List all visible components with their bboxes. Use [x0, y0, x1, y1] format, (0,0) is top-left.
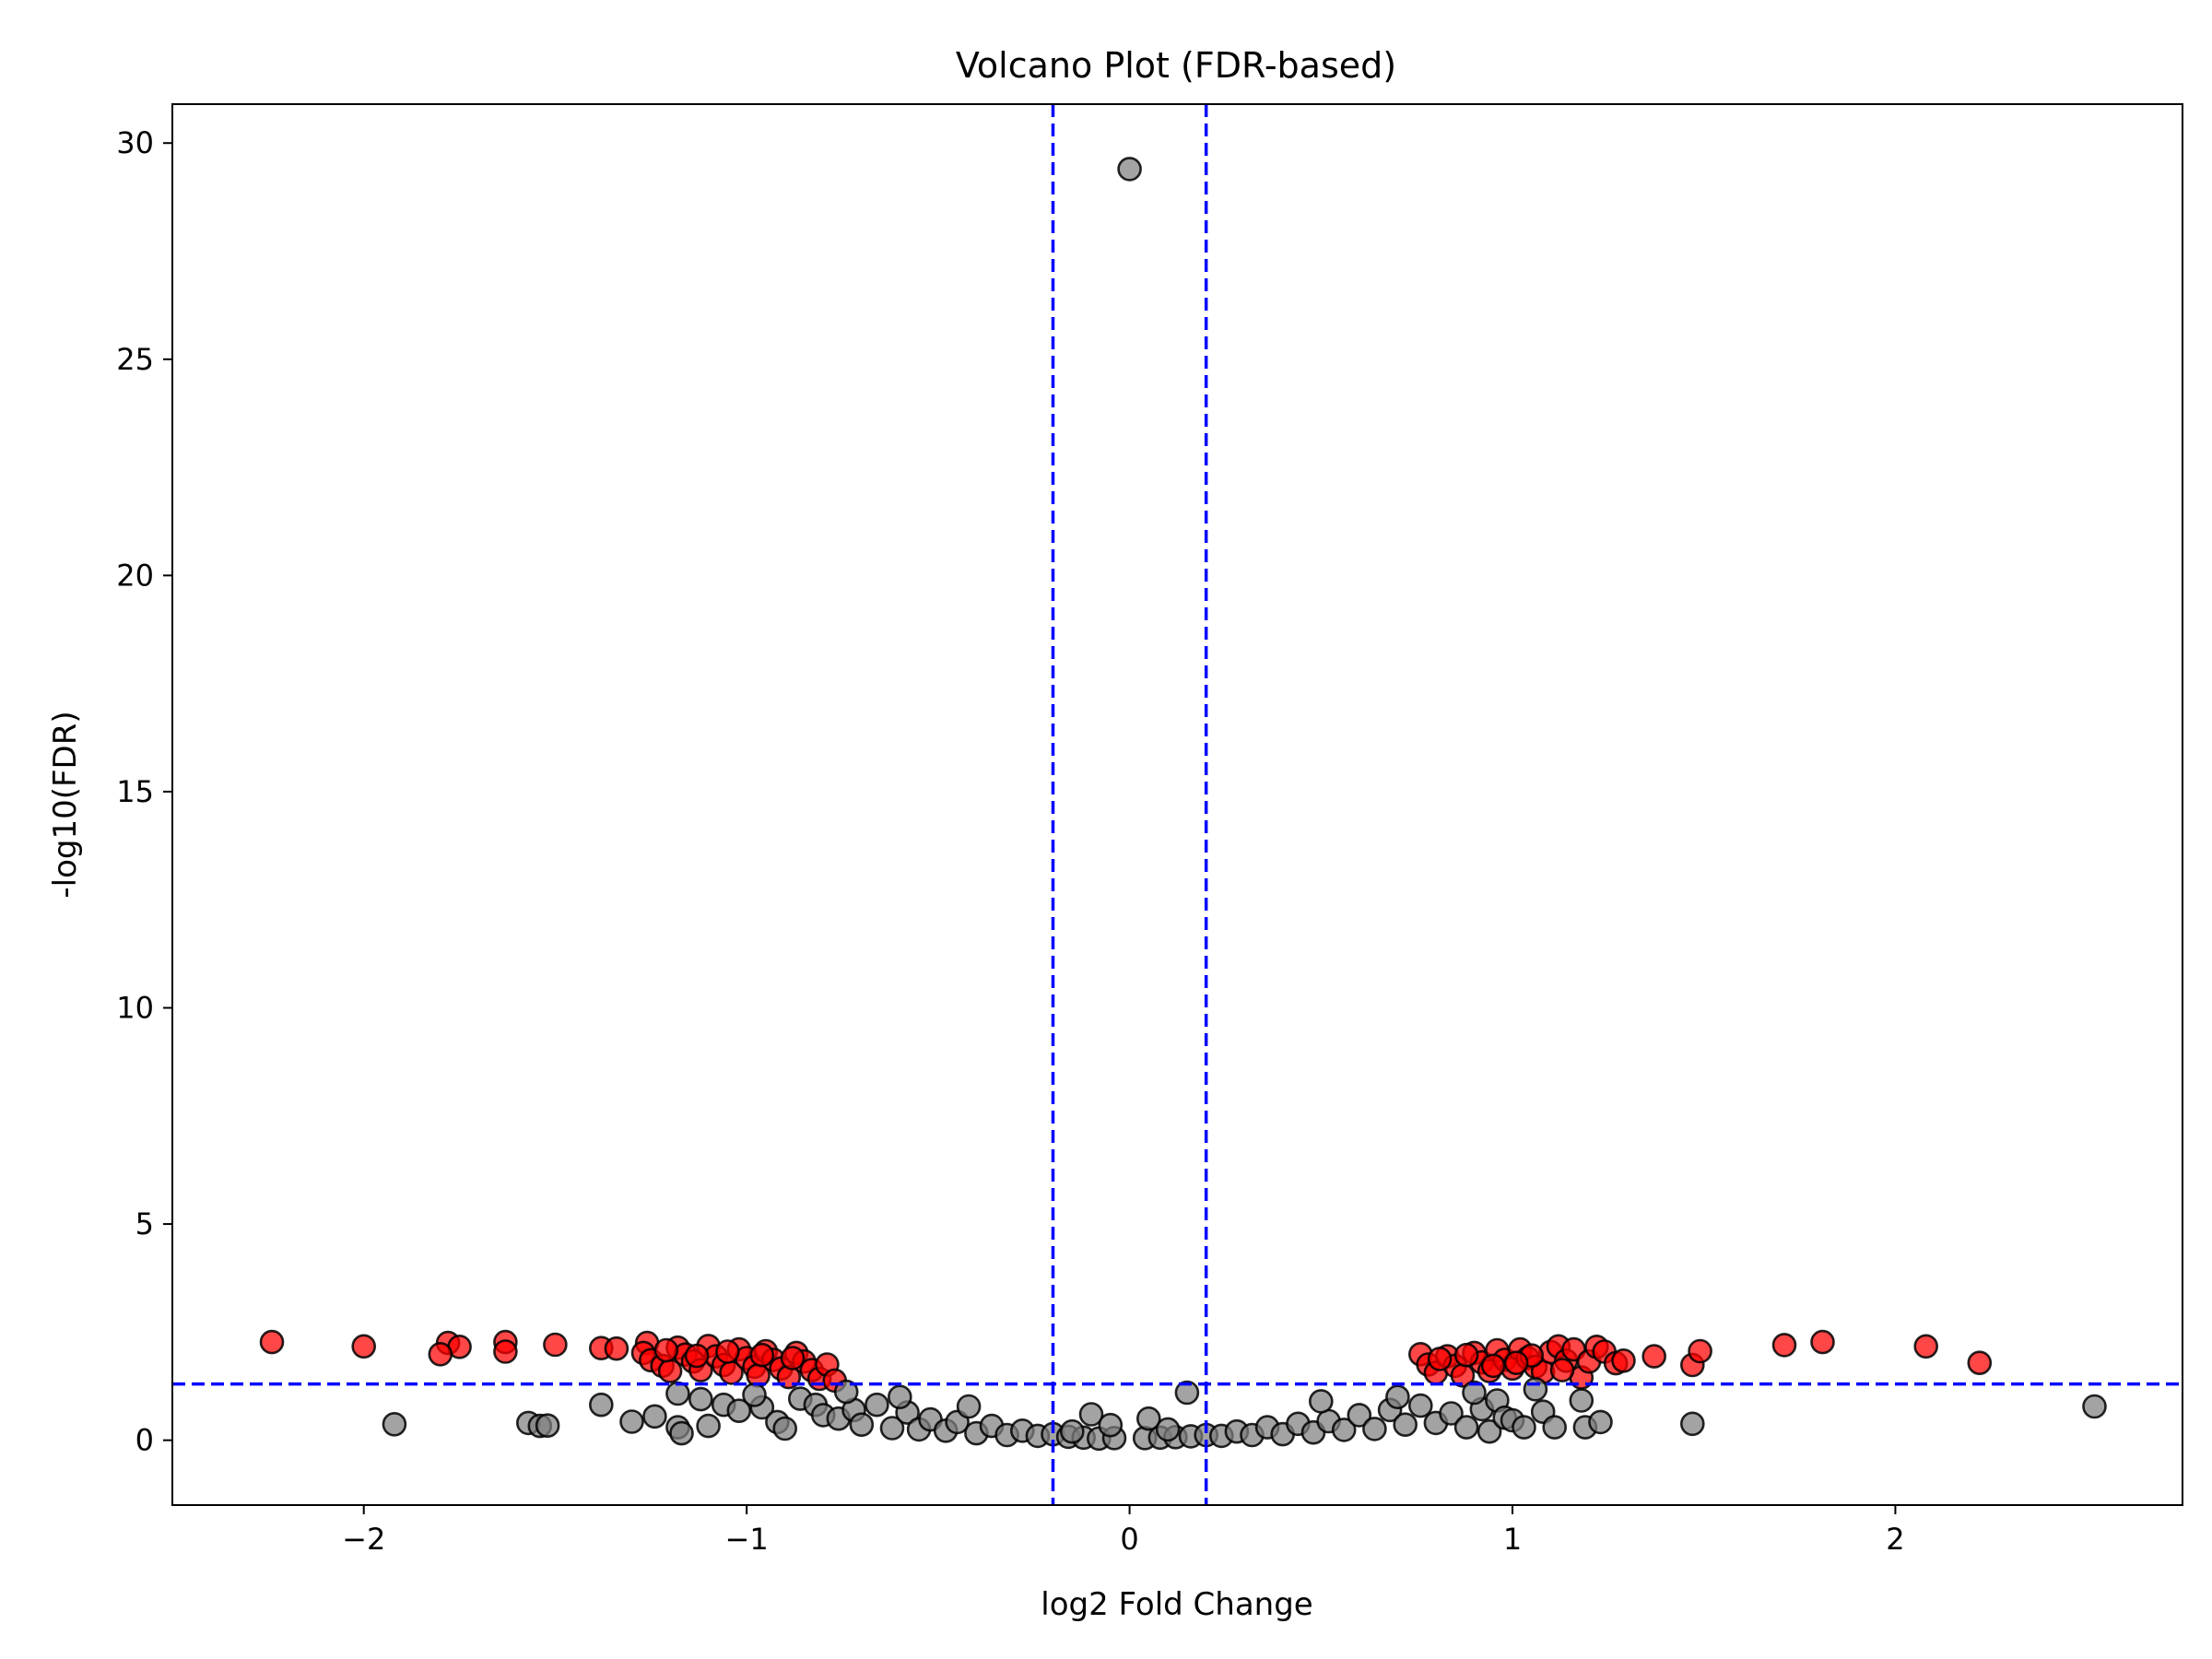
non-significant-point — [1098, 1412, 1124, 1438]
y-tick-label: 20 — [116, 558, 154, 593]
y-tick-label: 5 — [135, 1206, 154, 1241]
significant-point — [1771, 1333, 1797, 1358]
significant-point — [1427, 1347, 1453, 1371]
significant-point — [351, 1334, 377, 1359]
significant-point — [1480, 1353, 1506, 1379]
non-significant-point — [1060, 1418, 1085, 1444]
non-significant-point — [665, 1381, 690, 1406]
non-significant-point — [1408, 1393, 1433, 1418]
significant-point — [715, 1339, 740, 1364]
y-tick-label: 0 — [135, 1423, 154, 1458]
non-significant-point — [1512, 1415, 1536, 1440]
y-tick-label: 30 — [116, 125, 154, 160]
significant-point — [1503, 1350, 1529, 1375]
non-significant-point — [1117, 157, 1142, 182]
significant-point — [1913, 1334, 1938, 1359]
x-tick-label: 1 — [1503, 1522, 1522, 1557]
non-significant-point — [1453, 1415, 1479, 1440]
non-significant-point — [742, 1382, 767, 1407]
x-tick-label: 2 — [1886, 1522, 1904, 1557]
significant-point — [684, 1343, 710, 1369]
non-significant-point — [688, 1386, 713, 1412]
non-significant-point — [1439, 1401, 1464, 1426]
significant-point — [1688, 1338, 1712, 1364]
non-significant-point — [669, 1420, 694, 1446]
significant-point — [653, 1337, 679, 1363]
non-significant-point — [1569, 1388, 1594, 1413]
non-significant-point — [382, 1412, 407, 1437]
significant-point — [428, 1342, 453, 1367]
non-significant-point — [1362, 1417, 1387, 1441]
non-significant-point — [833, 1379, 859, 1405]
x-axis-ticks: −2 −1 0 1 2 — [342, 1505, 1905, 1557]
significant-point — [493, 1339, 518, 1364]
non-significant-point — [1174, 1380, 1200, 1406]
non-significant-point — [726, 1398, 752, 1423]
non-significant-point — [956, 1394, 982, 1419]
non-significant-point — [588, 1392, 614, 1418]
x-tick-label: −1 — [725, 1522, 769, 1557]
non-significant-point — [849, 1412, 875, 1437]
non-significant-point — [642, 1404, 667, 1430]
significant-point — [1810, 1329, 1835, 1355]
non-significant-point — [1309, 1389, 1334, 1414]
non-significant-point — [1155, 1417, 1181, 1442]
y-tick-label: 15 — [116, 774, 154, 809]
non-significant-point — [879, 1416, 905, 1441]
significant-point — [1453, 1342, 1479, 1368]
non-significant-point — [1078, 1402, 1104, 1427]
non-significant-point — [1385, 1384, 1410, 1409]
significant-point — [780, 1346, 806, 1371]
plot-area — [172, 104, 2183, 1505]
y-tick-label: 25 — [116, 342, 154, 377]
significant-point — [1549, 1358, 1575, 1382]
significant-point — [1967, 1350, 1993, 1375]
non-significant-point — [1588, 1409, 1613, 1435]
significant-point — [543, 1332, 568, 1358]
significant-point — [1641, 1344, 1666, 1369]
non-significant-point — [1523, 1377, 1548, 1402]
non-significant-point — [619, 1409, 644, 1434]
y-axis-ticks: 0 5 10 15 20 25 30 — [116, 125, 172, 1458]
non-significant-point — [696, 1413, 721, 1439]
x-tick-label: 0 — [1120, 1522, 1138, 1557]
non-significant-point — [1347, 1403, 1372, 1428]
significant-point — [259, 1329, 285, 1355]
plot-frame — [171, 103, 2183, 1506]
y-tick-label: 10 — [116, 990, 154, 1025]
non-significant-point — [1393, 1412, 1418, 1437]
chart-title: Volcano Plot (FDR-based) — [956, 45, 1396, 86]
non-significant-point — [1462, 1380, 1487, 1406]
non-significant-point — [1542, 1415, 1567, 1440]
x-axis-label: log2 Fold Change — [1041, 1586, 1312, 1623]
non-significant-point — [535, 1413, 560, 1438]
non-significant-point — [2082, 1394, 2107, 1419]
non-significant-point — [887, 1384, 912, 1409]
non-significant-point — [1331, 1418, 1357, 1442]
y-axis-label: -log10(FDR) — [47, 711, 84, 898]
non-significant-point — [865, 1392, 889, 1418]
significant-point — [604, 1335, 629, 1361]
non-significant-point — [1136, 1406, 1161, 1431]
significant-point — [749, 1342, 775, 1368]
non-significant-point — [1477, 1418, 1502, 1444]
significant-point — [1611, 1348, 1636, 1373]
non-significant-point — [1680, 1411, 1705, 1437]
x-tick-label: −2 — [342, 1522, 385, 1557]
threshold-layer — [172, 104, 2183, 1505]
non-significant-point — [772, 1416, 798, 1441]
